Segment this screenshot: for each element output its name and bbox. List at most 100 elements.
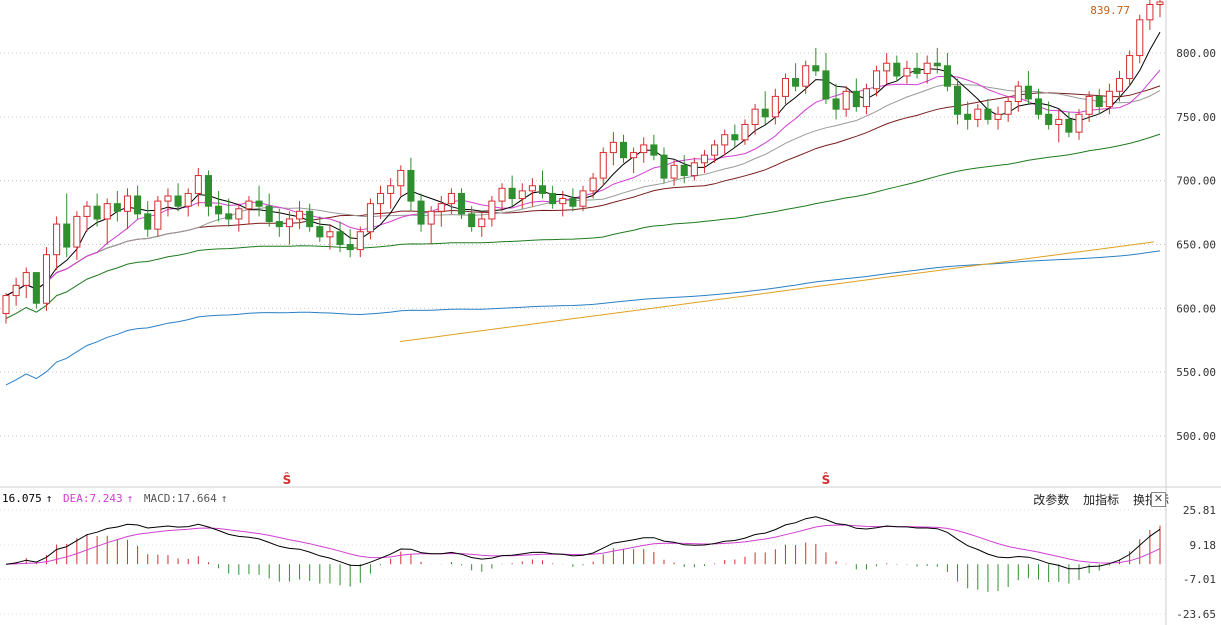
close-icon[interactable]: ✕: [1151, 492, 1166, 507]
candle: [761, 91, 769, 125]
candle: [609, 132, 617, 166]
candle: [32, 272, 40, 309]
candle: [22, 267, 30, 299]
candle: [377, 185, 385, 219]
candle-body: [326, 231, 334, 238]
candle-body: [63, 223, 71, 248]
candle-body: [447, 192, 455, 205]
macd-tick-label: 25.81: [1183, 504, 1216, 517]
candle-body: [832, 98, 840, 110]
candle-body: [599, 152, 607, 179]
candle: [589, 173, 597, 199]
candle: [1014, 81, 1022, 112]
candle-body: [964, 113, 972, 120]
candle-body: [1115, 78, 1124, 92]
macd-legend: 16.075 ↑ DEA:7.243 ↑ MACD:17.664 ↑: [2, 492, 231, 505]
candle: [569, 188, 577, 212]
add-indicator-button[interactable]: 加指标: [1083, 493, 1120, 507]
candle-body: [680, 164, 688, 177]
candle: [731, 124, 739, 148]
candle: [812, 47, 820, 76]
candle-body: [1085, 95, 1093, 115]
candle-body: [387, 185, 395, 194]
candle: [468, 206, 476, 232]
candle: [204, 170, 212, 217]
candle: [215, 190, 223, 222]
candle: [913, 53, 921, 79]
candle: [670, 160, 678, 186]
candle-body: [296, 210, 304, 220]
candle-body: [559, 198, 567, 205]
candle: [984, 98, 992, 125]
candle: [255, 185, 263, 217]
candle: [802, 60, 810, 94]
candle-body: [174, 195, 182, 207]
candle: [366, 198, 374, 240]
candle-body: [194, 175, 202, 194]
candle: [285, 211, 293, 245]
candle-body: [660, 154, 668, 179]
candle-body: [1095, 95, 1103, 108]
candle: [619, 134, 628, 163]
candle: [690, 157, 698, 181]
candle: [741, 119, 749, 145]
candle-body: [1126, 55, 1134, 80]
dif-value: 16.075: [2, 492, 42, 505]
candle-body: [771, 95, 779, 118]
candle-body: [690, 162, 698, 177]
candle-body: [943, 65, 951, 87]
signal-marker: Ŝ: [822, 472, 831, 487]
candle-body: [42, 254, 51, 304]
candle-body: [275, 221, 283, 228]
candle: [326, 224, 334, 250]
candle-body: [468, 213, 476, 228]
candle: [1105, 83, 1113, 115]
candle-body: [154, 200, 162, 230]
candle: [933, 47, 941, 74]
candle-body: [204, 175, 212, 207]
candle: [954, 78, 962, 125]
dea-arrow-icon: ↑: [126, 492, 134, 505]
candle: [923, 55, 931, 84]
candle-body: [336, 231, 344, 246]
candle: [103, 198, 111, 245]
candle: [994, 106, 1002, 130]
candle: [630, 147, 638, 174]
candle: [2, 293, 10, 324]
change-params-button[interactable]: 改参数: [1033, 493, 1070, 507]
dif-arrow-icon: ↑: [45, 492, 53, 505]
dea-line: [5, 524, 1161, 565]
candle: [427, 206, 435, 245]
candle-body: [711, 144, 719, 156]
candle-body: [235, 208, 243, 220]
candle: [943, 53, 951, 92]
candle: [964, 101, 972, 130]
price-tick-label: 700.00: [1176, 175, 1216, 188]
candle-body: [650, 144, 658, 156]
candle: [1085, 91, 1093, 122]
candle-body: [609, 141, 617, 154]
candle-body: [397, 169, 405, 187]
candle-body: [974, 108, 982, 120]
candle: [498, 183, 506, 212]
candle-body: [32, 272, 40, 304]
candle-body: [53, 223, 61, 256]
candle: [660, 147, 668, 184]
candle-body: [1014, 85, 1022, 103]
candle: [113, 190, 121, 222]
candle: [235, 203, 243, 232]
candle-body: [792, 78, 800, 87]
candle-body: [933, 62, 941, 67]
candle-body: [630, 152, 638, 159]
candle-body: [883, 62, 891, 72]
candle-body: [306, 210, 314, 228]
candle-body: [862, 88, 870, 108]
candle: [296, 201, 304, 230]
candle: [154, 195, 162, 237]
candle: [478, 211, 486, 237]
candle: [852, 78, 860, 112]
candle: [1126, 50, 1134, 87]
candle: [63, 193, 71, 258]
candle: [518, 183, 526, 209]
candle: [822, 53, 830, 105]
